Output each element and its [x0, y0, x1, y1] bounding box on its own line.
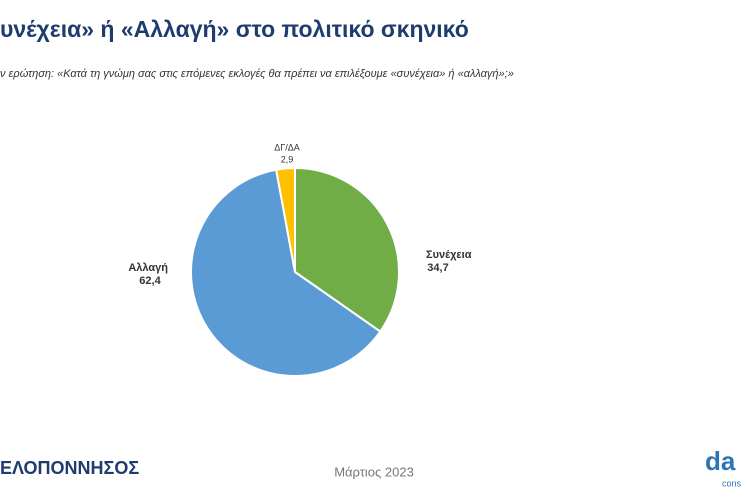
chart-title: υνέχεια» ή «Αλλαγή» στο πολιτικό σκηνικό — [0, 16, 469, 42]
pie-slice — [294, 166, 400, 333]
logo: da — [705, 446, 736, 476]
slice-label: Συνέχεια — [426, 249, 472, 261]
slice-label: Αλλαγή — [128, 262, 168, 274]
value-label: 2,9 — [281, 154, 294, 164]
chart-subtitle: ν ερώτηση: «Κατά τη γνώμη σας στις επόμε… — [0, 68, 514, 80]
value-label: 62,4 — [139, 275, 161, 287]
footer-brand: ΕΛΟΠΟΝΝΗΣΟΣ — [0, 458, 139, 478]
pie-slice — [190, 168, 382, 377]
slice-label: ΔΓ/ΔΑ — [274, 142, 299, 152]
logo-sub: cons — [722, 478, 742, 488]
footer-date: Μάρτιος 2023 — [334, 464, 414, 479]
value-label: 34,7 — [427, 262, 448, 274]
pie-slice — [274, 166, 296, 273]
